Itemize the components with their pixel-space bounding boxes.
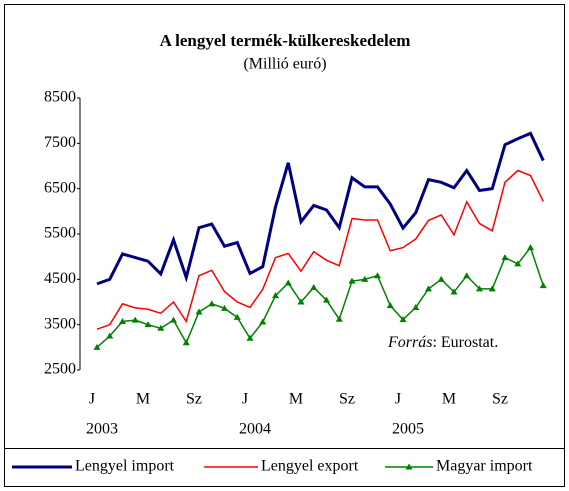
point-marker (208, 300, 216, 307)
x-tick-label: M (442, 391, 456, 408)
y-tick-label: 8500 (44, 89, 76, 106)
point-marker (514, 260, 522, 267)
point-marker (272, 292, 279, 299)
x-tick-label: M (289, 391, 303, 408)
point-marker (106, 332, 114, 339)
point-marker (450, 288, 458, 295)
point-marker (527, 244, 534, 251)
y-tick-label: 4500 (44, 270, 76, 287)
legend-label: Lengyel export (261, 458, 359, 475)
point-marker (170, 316, 177, 323)
point-marker (157, 324, 165, 331)
x-tick-label: Sz (339, 391, 355, 408)
y-tick-label: 5500 (44, 225, 76, 242)
x-tick-label: J (242, 391, 248, 408)
point-marker (374, 272, 381, 279)
point-marker (399, 316, 407, 323)
annotation-text: : Eurostat. (432, 334, 498, 351)
point-marker (93, 343, 101, 350)
point-marker (425, 285, 432, 292)
chart-subtitle: (Millió euró) (243, 56, 326, 73)
point-marker (195, 308, 203, 315)
year-label: 2004 (239, 421, 271, 438)
y-tick-label: 7500 (44, 134, 76, 151)
point-marker (437, 275, 445, 282)
point-marker (348, 277, 356, 284)
point-marker (488, 285, 496, 292)
chart-title: A lengyel termék-külkereskedelem (160, 31, 411, 50)
point-marker (463, 272, 471, 279)
y-tick-label: 6500 (44, 179, 76, 196)
x-tick-label: J (89, 391, 95, 408)
point-marker (131, 316, 139, 323)
legend-label: Magyar import (436, 458, 533, 475)
annotation: Forrás: Eurostat. (387, 334, 498, 351)
year-label: 2005 (392, 421, 424, 438)
point-marker (539, 282, 547, 289)
year-label: 2003 (86, 421, 118, 438)
point-marker (246, 334, 254, 341)
y-tick-label: 3500 (44, 315, 76, 332)
point-marker (233, 313, 241, 320)
point-marker (386, 302, 394, 309)
point-marker (476, 285, 483, 292)
point-marker (221, 304, 228, 311)
series-line (96, 169, 544, 330)
x-tick-label: Sz (492, 391, 508, 408)
series-line (96, 131, 545, 286)
point-marker (284, 279, 292, 286)
x-tick-label: J (395, 391, 401, 408)
point-marker (182, 339, 190, 346)
x-tick-label: M (136, 391, 150, 408)
legend-label: Lengyel import (75, 458, 175, 475)
point-marker (361, 275, 369, 282)
legend-marker (405, 463, 413, 470)
chart-frame (4, 4, 565, 487)
y-tick-label: 2500 (44, 361, 76, 378)
point-marker (119, 317, 126, 324)
point-marker (144, 321, 152, 328)
point-marker (501, 254, 509, 261)
point-marker (323, 296, 330, 303)
annotation-label: Forrás (387, 334, 432, 351)
point-marker (335, 315, 343, 322)
x-tick-label: Sz (186, 391, 202, 408)
point-marker (310, 283, 318, 290)
point-marker (297, 298, 305, 305)
point-marker (412, 303, 420, 310)
point-marker (259, 318, 267, 325)
